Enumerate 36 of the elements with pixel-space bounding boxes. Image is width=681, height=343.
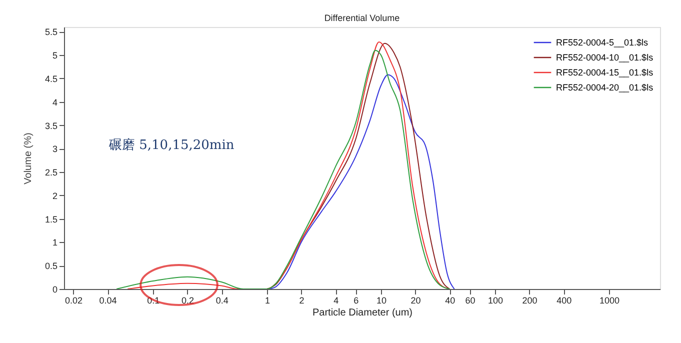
x-tick-label: 200 — [522, 296, 538, 306]
y-tick-label: 2 — [52, 190, 58, 201]
y-tick-label: 0 — [52, 284, 58, 294]
y-tick-label: 2.5 — [44, 168, 58, 178]
y-tick-label: 0.5 — [44, 261, 58, 272]
y-axis-title: Volume (%) — [22, 132, 34, 184]
y-tick-label: 5 — [52, 50, 58, 61]
annotation: 碾磨 5,10,15,20min — [108, 138, 235, 153]
legend-label: RF552-0004-15__01.$ls — [556, 68, 654, 78]
y-tick-label: 3.5 — [44, 120, 58, 131]
x-tick-label: 0.2 — [181, 296, 194, 306]
x-tick-label: 1 — [264, 296, 270, 306]
x-tick-label: 60 — [465, 296, 476, 306]
x-tick-label: 4 — [334, 296, 339, 306]
y-tick-label: 1.5 — [44, 214, 58, 224]
x-tick-label: 20 — [410, 296, 421, 306]
x-tick-label: 10 — [376, 296, 386, 306]
x-axis-title: Particle Diameter (um) — [312, 308, 413, 318]
chart-title: Differential Volume — [324, 13, 400, 23]
x-tick-label: 0.4 — [216, 296, 228, 306]
legend-label: RF552-0004-20__01.$ls — [556, 82, 654, 92]
y-tick-label: 4.5 — [44, 74, 58, 84]
x-tick-label: 6 — [354, 296, 359, 306]
x-tick-label: 0.04 — [99, 296, 117, 306]
x-tick-label: 100 — [488, 296, 504, 306]
y-tick-label: 1 — [52, 238, 58, 248]
y-tick-label: 5.5 — [44, 27, 58, 38]
legend-label: RF552-0004-5__01.$ls — [556, 38, 649, 48]
y-tick-label: 4 — [52, 97, 58, 108]
x-tick-label: 0.02 — [64, 296, 82, 306]
x-tick-label: 40 — [445, 296, 456, 306]
y-tick-label: 3 — [52, 144, 58, 154]
x-tick-label: 400 — [556, 296, 572, 306]
x-tick-label: 1000 — [600, 296, 620, 306]
x-tick-label: 2 — [299, 296, 304, 306]
legend-label: RF552-0004-10__01.$ls — [556, 52, 654, 62]
